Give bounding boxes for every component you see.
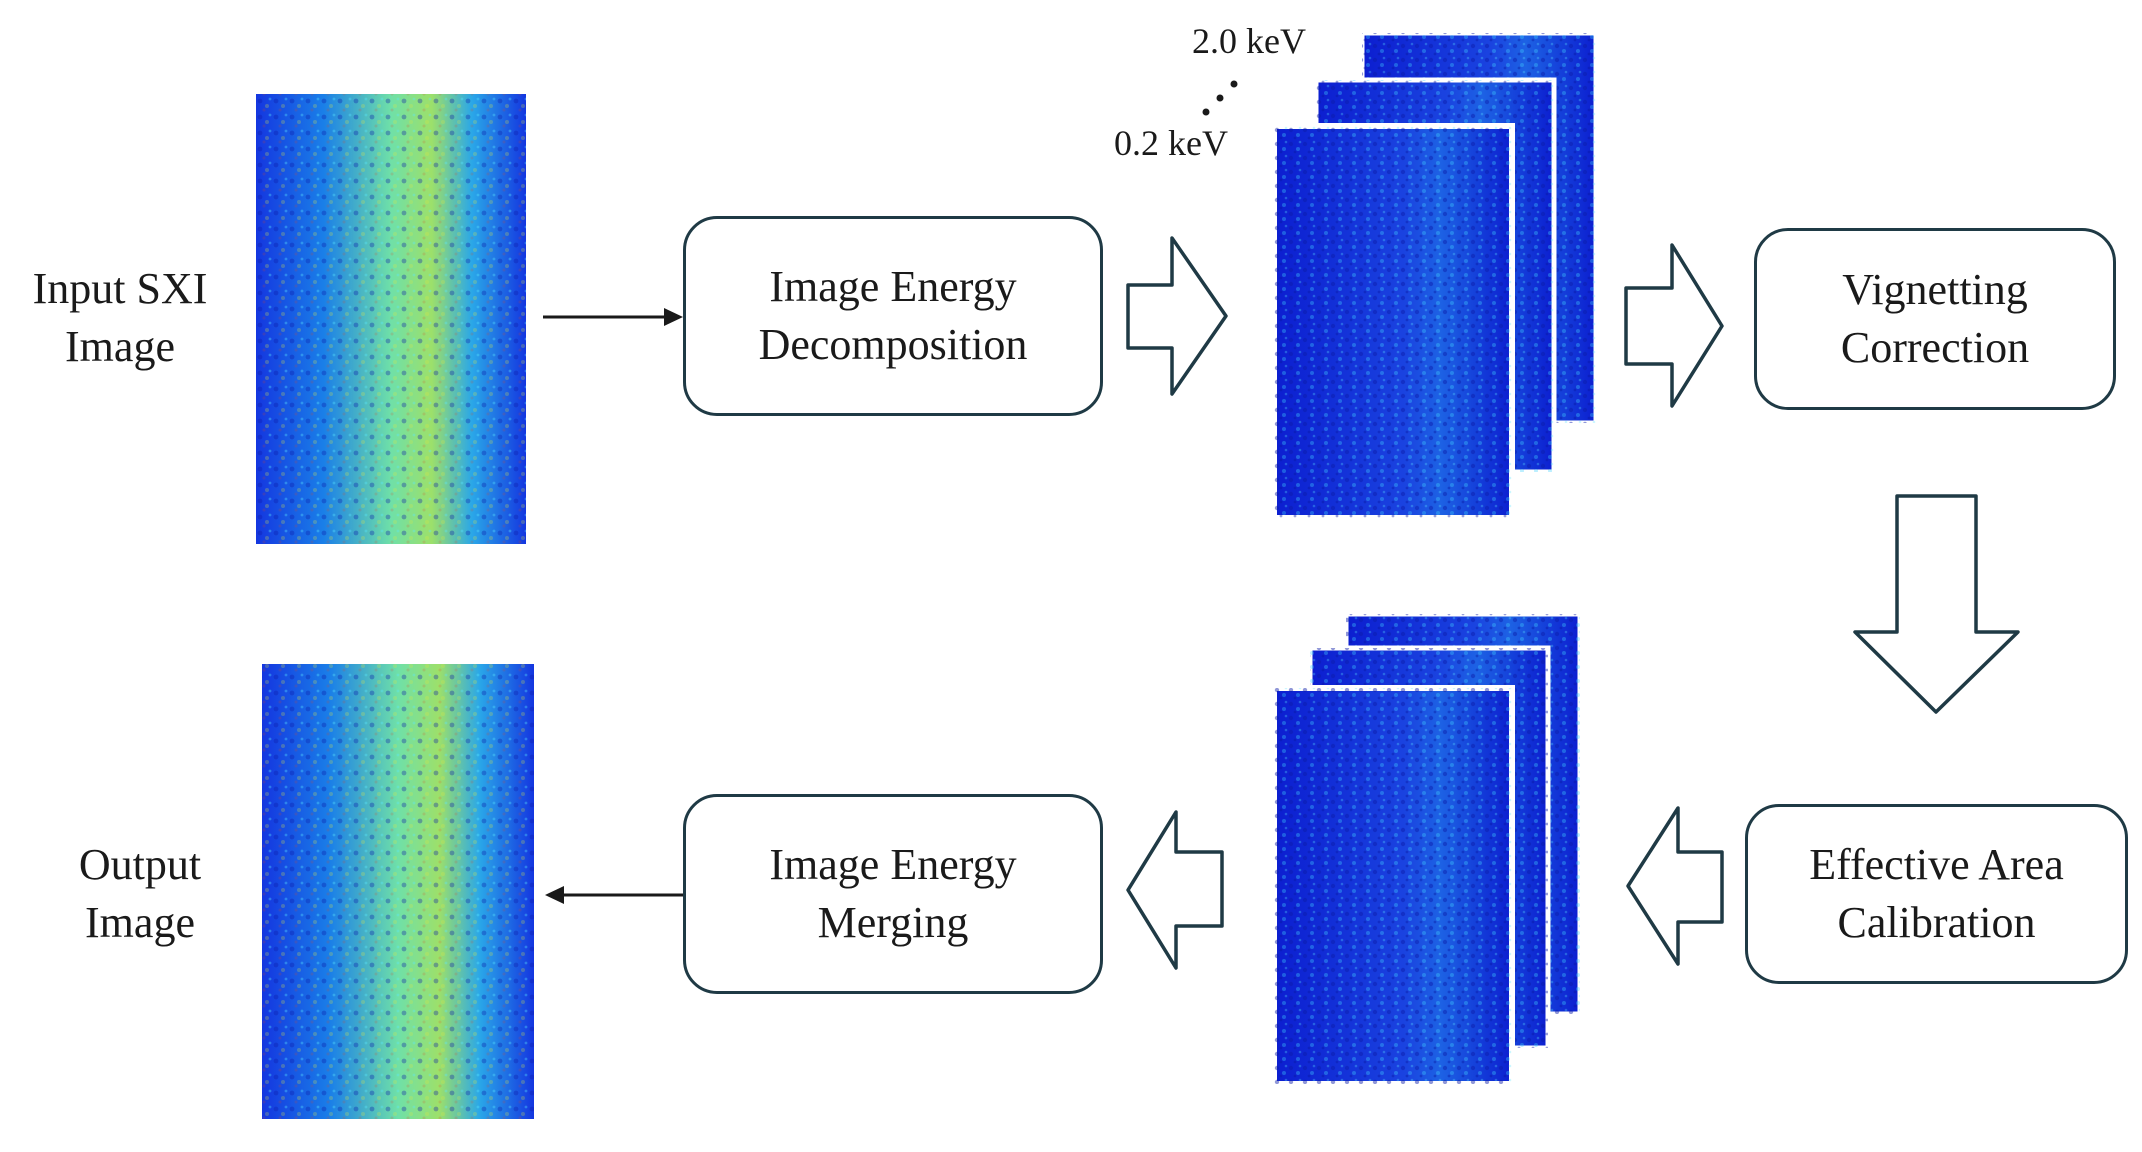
input-image-label: Input SXI Image	[32, 264, 208, 371]
block-arrow-stack-to-merging	[1126, 810, 1224, 970]
block-arrow-calibration-to-stack	[1626, 806, 1724, 966]
energy-low-label: 0.2 keV	[1114, 123, 1228, 163]
energy-high-label: 2.0 keV	[1192, 21, 1306, 61]
calibrated-image-stack	[1271, 611, 1583, 1087]
block-arrow-vignetting-to-calibration	[1853, 494, 2020, 714]
output-image-label: Output Image	[78, 840, 202, 947]
output-heatmap-image	[262, 664, 534, 1119]
arrow-input-to-decomposition	[543, 308, 683, 326]
arrow-merging-to-output	[545, 886, 683, 904]
step-effective-area-calibration: Effective Area Calibration	[1745, 804, 2128, 984]
decomposed-image-stack	[1271, 30, 1599, 521]
block-arrow-decomposition-to-stack	[1126, 236, 1228, 396]
input-heatmap-image	[256, 94, 526, 544]
step-image-energy-decomposition: Image Energy Decomposition	[683, 216, 1103, 416]
energy-ellipsis-dots	[1202, 80, 1238, 116]
block-arrow-stack-to-vignetting	[1624, 243, 1724, 408]
step-image-energy-merging: Image Energy Merging	[683, 794, 1103, 994]
step-vignetting-correction: Vignetting Correction	[1754, 228, 2116, 410]
